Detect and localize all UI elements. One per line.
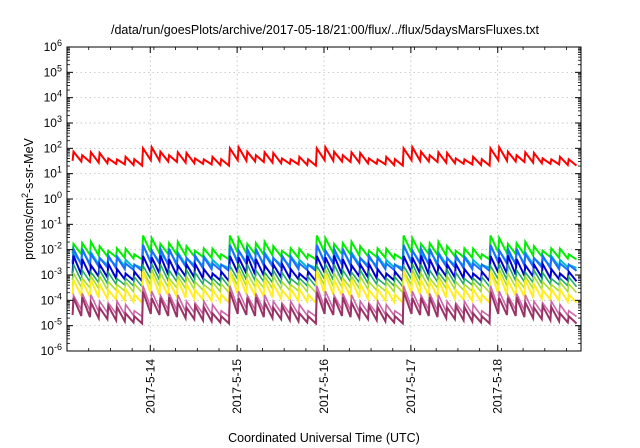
series-line [71, 143, 578, 168]
y-tick-label: 10-4 [41, 291, 62, 307]
x-axis-label: Coordinated Universal Time (UTC) [228, 431, 420, 445]
y-axis-label: protons/cm2-s-sr-MeV [20, 137, 36, 259]
x-tick-label: 2017-5-17 [404, 359, 418, 414]
grid [67, 47, 581, 351]
y-axis: 106 105 104 103 102 101 100 10-1 10-2 10-3 10-4 10-… [41, 38, 581, 358]
y-tick-label: 106 [44, 38, 62, 54]
y-tick-label: 100 [44, 190, 62, 206]
series-line [71, 291, 578, 326]
x-tick-label: 2017-5-15 [230, 359, 244, 414]
y-tick-label: 10-5 [41, 317, 62, 333]
y-tick-label: 10-2 [41, 241, 62, 257]
x-axis: 2017-5-14 2017-5-15 2017-5-16 2017-5-17 2017… [66, 47, 567, 414]
y-tick-label: 101 [44, 165, 62, 181]
y-tick-label: 102 [44, 139, 62, 155]
x-tick-label: 2017-5-14 [143, 359, 157, 414]
y-tick-label: 10-1 [41, 215, 62, 231]
y-tick-label: 104 [44, 89, 62, 105]
chart-title: /data/run/goesPlots/archive/2017-05-18/2… [111, 23, 540, 37]
y-tick-label: 103 [44, 114, 62, 130]
x-tick-label: 2017-5-16 [317, 359, 331, 414]
y-tick-label: 10-3 [41, 266, 62, 282]
y-tick-label: 105 [44, 63, 62, 79]
series-layer [71, 143, 578, 326]
y-tick-label: 10-6 [41, 342, 62, 358]
x-tick-label: 2017-5-18 [491, 359, 505, 414]
